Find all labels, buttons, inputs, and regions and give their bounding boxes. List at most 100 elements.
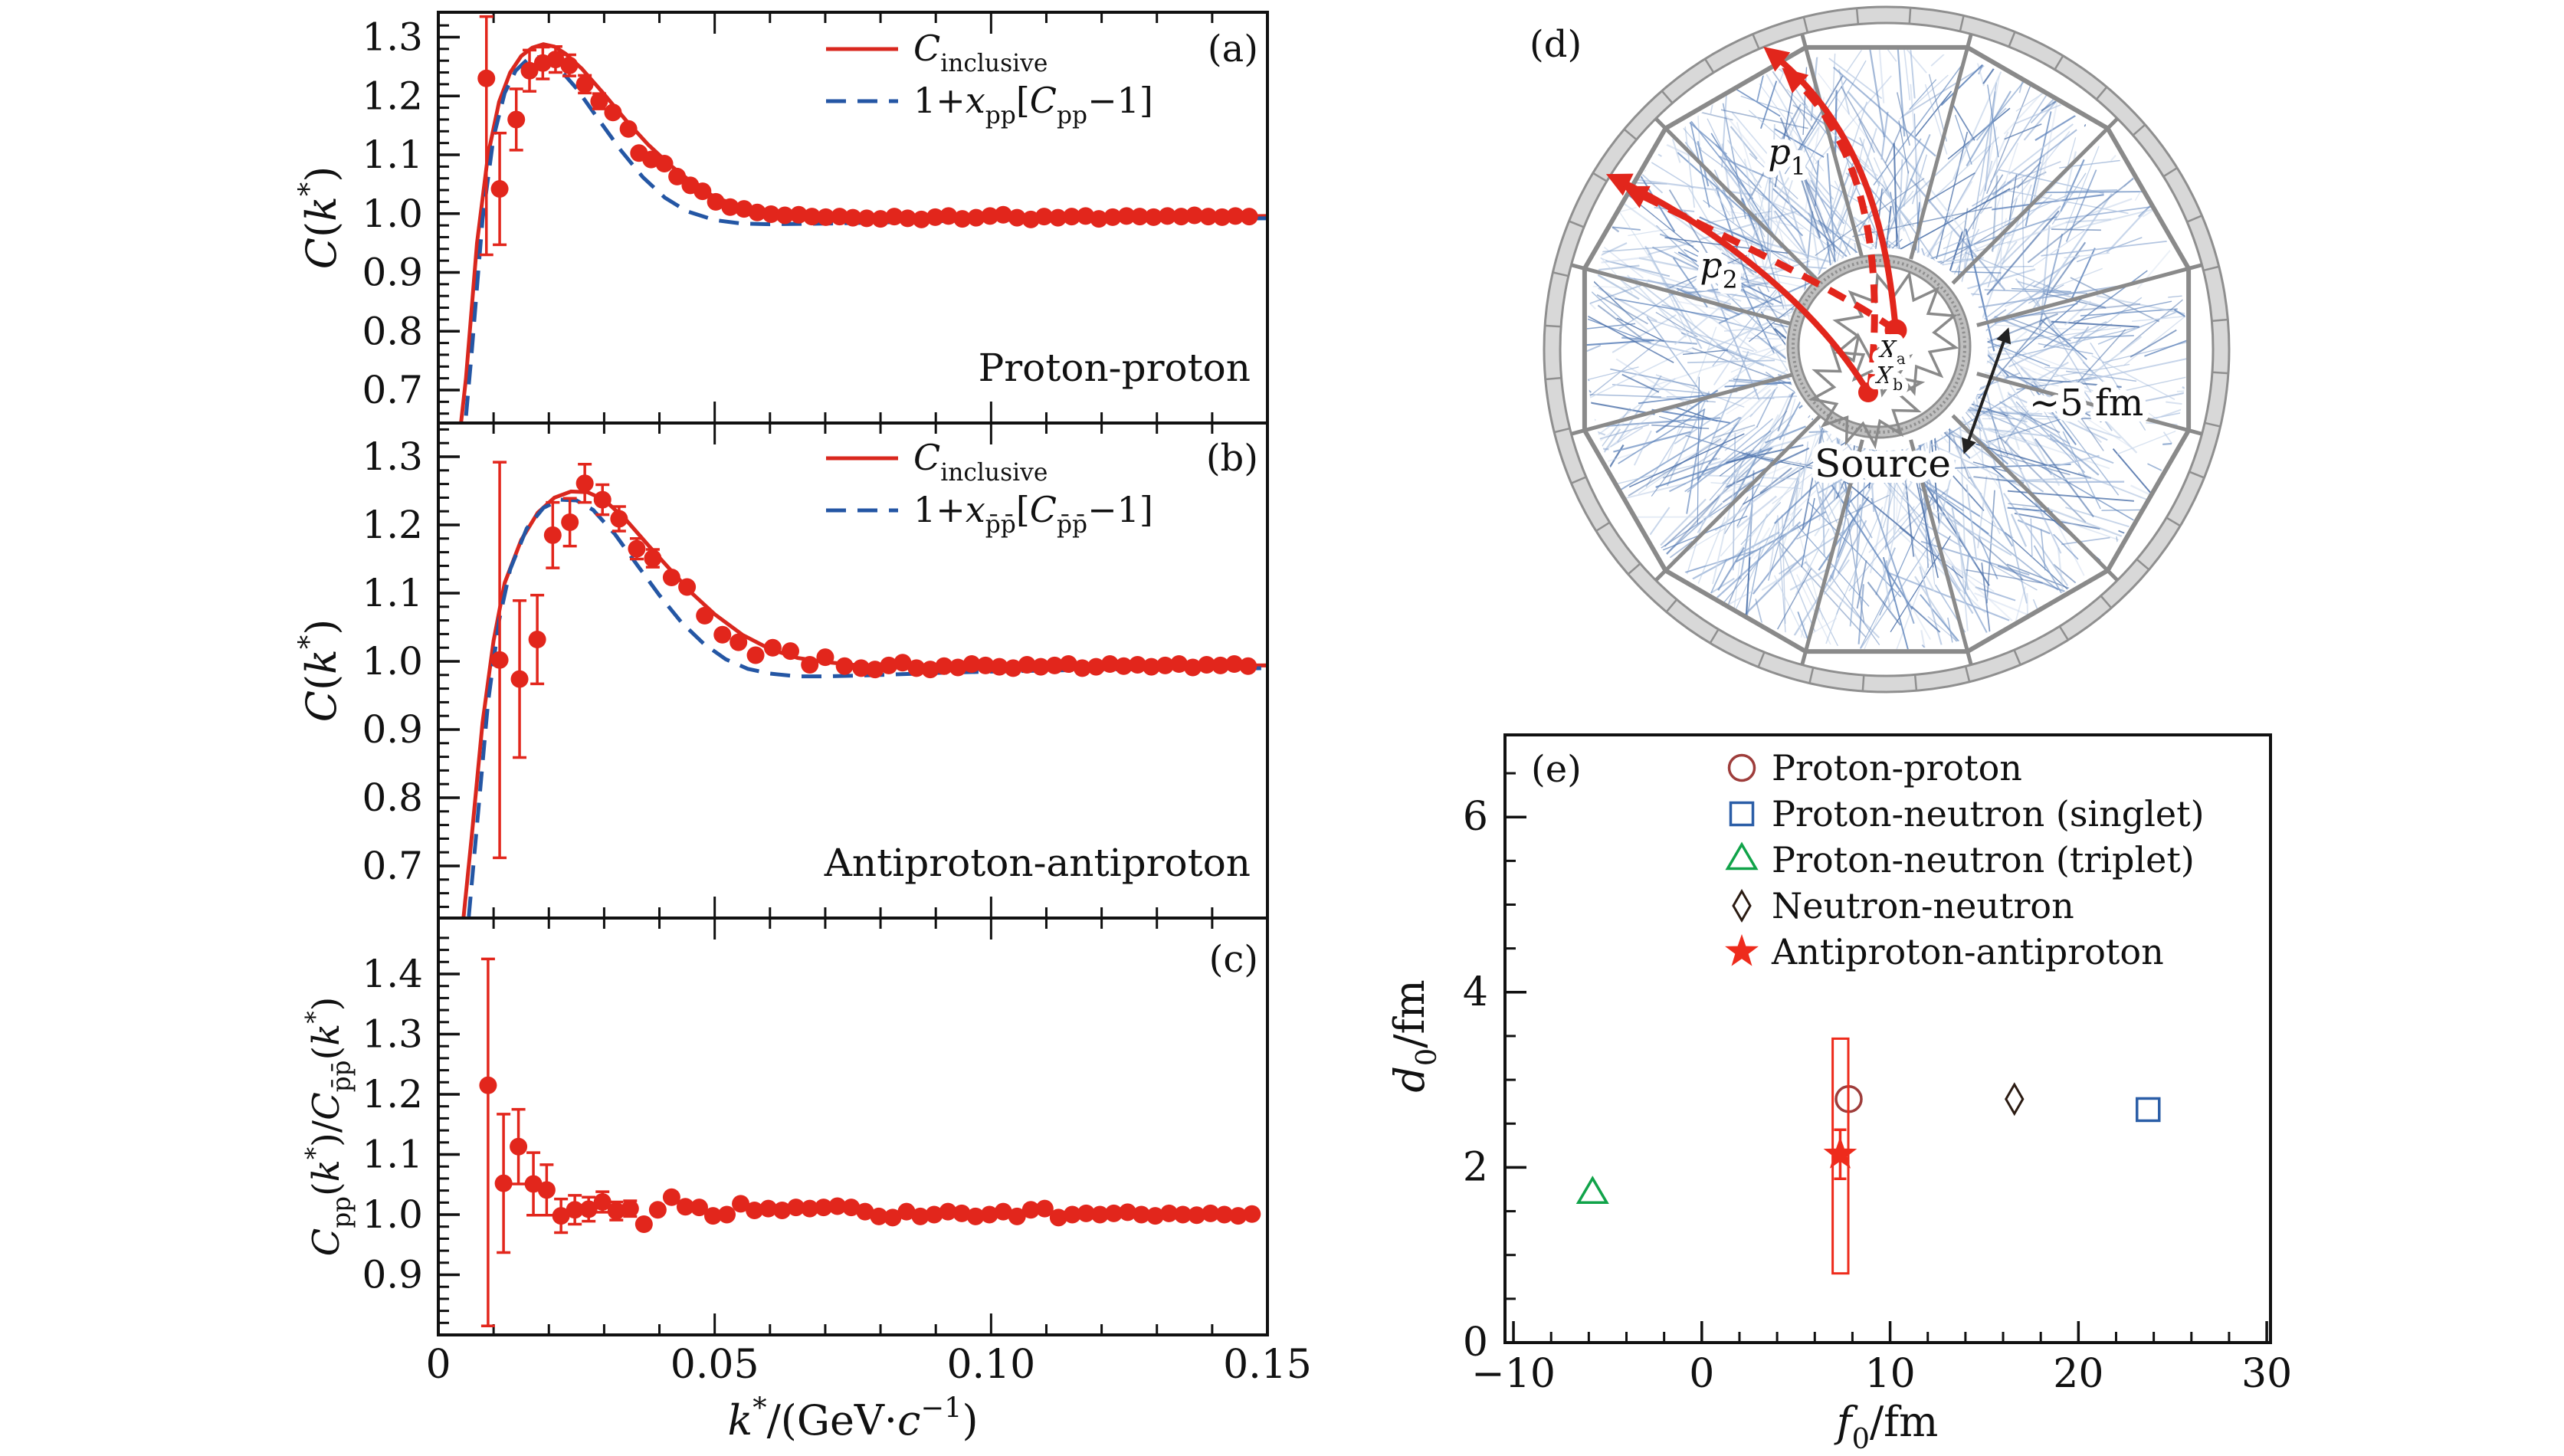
data-point [662, 569, 680, 587]
track-line [1687, 187, 1741, 276]
track-line [1888, 572, 2010, 621]
label-part: a [1897, 349, 1906, 368]
data-point [866, 661, 884, 679]
data-point [1087, 657, 1105, 676]
track-line [1594, 424, 1650, 441]
track-line [1673, 516, 1726, 645]
track-line [1691, 0, 1700, 146]
label-part: k [305, 1159, 348, 1182]
data-point [1243, 1205, 1261, 1223]
track-line [2106, 209, 2147, 254]
track-line [1617, 275, 1760, 300]
track-line [1915, 461, 1934, 568]
track-line [1730, 126, 1758, 159]
track-line [1727, 139, 1762, 189]
track-line [1804, 97, 1825, 214]
track-line [1777, 515, 1788, 654]
p1-dashed-arrow [1782, 67, 1878, 393]
track-line [1493, 207, 1637, 244]
outer-ring-inner-edge [1559, 21, 2215, 677]
track-line [1899, 74, 1949, 120]
track-line [1749, 386, 1779, 418]
track-line [1858, 118, 1875, 153]
label-part: C [1030, 80, 1057, 121]
data-point [781, 642, 799, 661]
track-line [1994, 143, 2019, 213]
track-line [1861, 431, 1906, 502]
data-point [1202, 1204, 1220, 1222]
ring-segment-divider [1571, 476, 1587, 484]
track-line [1614, 297, 1729, 320]
track-line [1602, 417, 1721, 428]
data-point [831, 208, 849, 226]
ring-segment-divider [2136, 558, 2150, 571]
track-line [1687, 359, 1775, 364]
data-point [1240, 208, 1258, 226]
track-line [1955, 446, 2001, 535]
track-line [1622, 123, 1700, 161]
data-point [552, 1207, 570, 1225]
track-line [1746, 214, 1762, 247]
track-line [2051, 228, 2101, 231]
track-line [1919, 566, 1946, 655]
data-point [1008, 1207, 1026, 1225]
track-line [2054, 519, 2097, 598]
track-line [1708, 179, 1731, 217]
systematic-error-box [1831, 1037, 1850, 1275]
data-point [1215, 1205, 1234, 1224]
track-line [1838, 69, 1851, 115]
track-line [1704, 521, 1802, 609]
ring-segment-divider [1595, 521, 1611, 532]
track-line [1722, 103, 1746, 219]
track-line [2182, 386, 2278, 443]
data-point [1184, 658, 1202, 677]
data-point [801, 1199, 819, 1218]
track-line [2031, 227, 2090, 267]
track-line [1954, 114, 1972, 165]
track-line [2001, 326, 2122, 344]
data-point [676, 1198, 694, 1216]
data-point [1160, 1204, 1179, 1222]
data-point [967, 208, 985, 227]
track-line [1994, 316, 2071, 348]
track-line [1621, 373, 1660, 393]
data-point [1117, 207, 1136, 225]
data-point [1035, 1199, 1054, 1218]
track-line [1897, 107, 2007, 212]
track-line [1828, 57, 1883, 100]
track-line [1782, 514, 1786, 624]
label-part: ) [305, 997, 348, 1012]
sector-vertex-stub [2106, 569, 2119, 582]
data-point [655, 155, 674, 173]
track-line [1966, 569, 2043, 584]
data-point [621, 1199, 639, 1218]
track-line [1907, 13, 1916, 99]
track-line [1709, 410, 1788, 501]
data-point [561, 513, 579, 531]
track-line [1779, 117, 1836, 252]
track-line [2057, 547, 2064, 598]
label-part: C [913, 28, 940, 69]
data-point [510, 1137, 528, 1156]
label-part: /fm [1870, 1398, 1938, 1446]
outer-ring-band [1544, 7, 2229, 692]
label-part: k [297, 196, 346, 221]
track-line [1706, 346, 1778, 398]
track-line [2016, 349, 2098, 380]
track-line [1671, 405, 1718, 422]
track-line [2064, 151, 2077, 199]
track-line [2142, 398, 2253, 421]
label-part: * [292, 635, 325, 649]
track-line [1913, 553, 1935, 592]
ring-segment-divider [2095, 86, 2108, 100]
sector-boundary-line [1803, 439, 1864, 652]
track-line [2064, 252, 2110, 259]
track-line [1597, 274, 1640, 300]
starburst-b [1808, 332, 1926, 450]
track-line [1774, 81, 1795, 188]
data-point [668, 167, 687, 185]
panel-annotation: Antiproton-antiproton [824, 841, 1251, 885]
track-line [1664, 445, 1775, 547]
y-tick-label: 1.1 [362, 1133, 423, 1177]
track-line [2033, 545, 2062, 594]
